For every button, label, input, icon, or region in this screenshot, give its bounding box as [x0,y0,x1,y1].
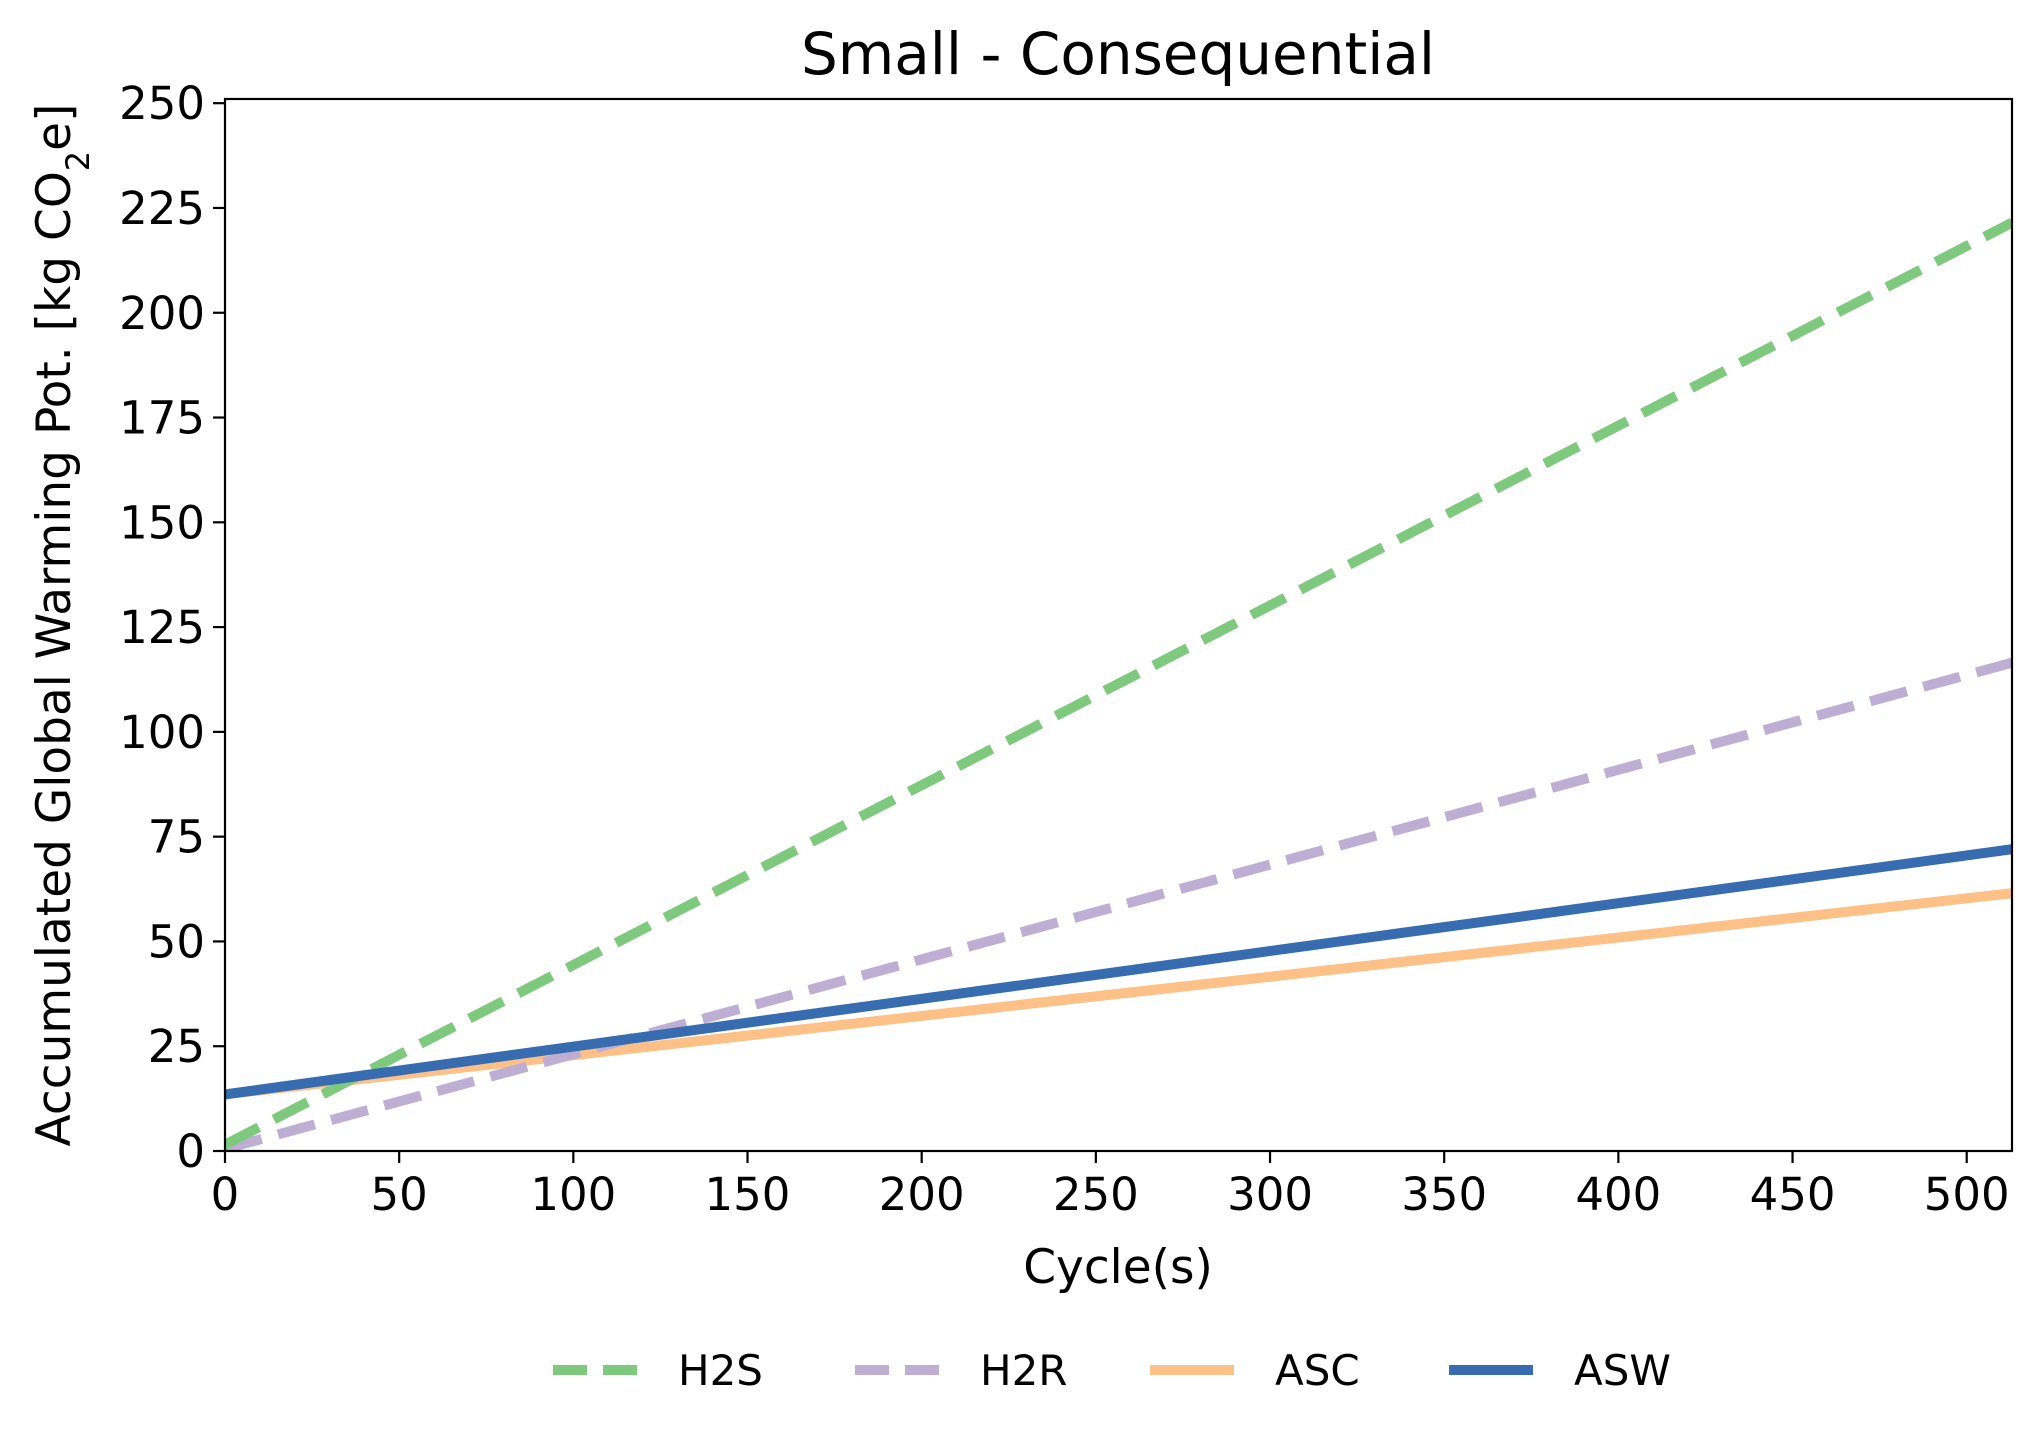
x-tick-label: 200 [879,1168,965,1221]
chart-title: Small - Consequential [801,20,1435,88]
y-axis-label-main: Accumulated Global Warming Pot. [kg CO [27,171,82,1146]
x-tick-label: 450 [1750,1168,1836,1221]
y-tick-label: 200 [119,287,205,340]
series-layer [225,218,2012,1151]
x-axis-ticks: 0 50 100 150 200 250 300 350 400 450 500 [211,1151,2010,1221]
x-tick-label: 150 [705,1168,791,1221]
y-tick-label: 225 [119,182,205,235]
y-axis-label-suffix: e] [27,104,82,151]
y-tick-label: 150 [119,496,205,549]
x-axis-label: Cycle(s) [1023,1240,1213,1295]
x-tick-label: 300 [1227,1168,1313,1221]
y-axis-ticks: 0 25 50 75 100 125 150 175 200 225 250 [119,77,225,1178]
series-line-asc [225,888,2012,1100]
x-tick-label: 50 [371,1168,428,1221]
series-line-h2r [225,657,2012,1151]
y-axis-label: Accumulated Global Warming Pot. [kg CO2e… [27,104,97,1147]
x-tick-label: 0 [211,1168,240,1221]
y-tick-label: 50 [148,915,205,968]
y-axis-label-subscript: 2 [59,151,97,171]
legend-label-asw: ASW [1574,1346,1671,1395]
y-tick-label: 25 [148,1020,205,1073]
legend: H2S H2R ASC ASW [553,1346,1671,1395]
y-tick-label: 0 [176,1125,205,1178]
x-tick-label: 350 [1401,1168,1487,1221]
y-tick-label: 125 [119,601,205,654]
series-line-h2s [225,218,2012,1150]
y-tick-label: 100 [119,706,205,759]
x-tick-label: 500 [1924,1168,2010,1221]
legend-label-asc: ASC [1275,1346,1360,1395]
x-tick-label: 400 [1575,1168,1661,1221]
y-tick-label: 250 [119,77,205,130]
legend-label-h2r: H2R [980,1346,1068,1395]
y-tick-label: 175 [119,392,205,445]
legend-label-h2s: H2S [678,1346,763,1395]
plot-frame [223,97,2014,1153]
x-tick-label: 100 [530,1168,616,1221]
y-tick-label: 75 [148,811,205,864]
series-line-asw [225,844,2012,1100]
plot-area [223,97,2014,1153]
x-tick-label: 250 [1053,1168,1139,1221]
